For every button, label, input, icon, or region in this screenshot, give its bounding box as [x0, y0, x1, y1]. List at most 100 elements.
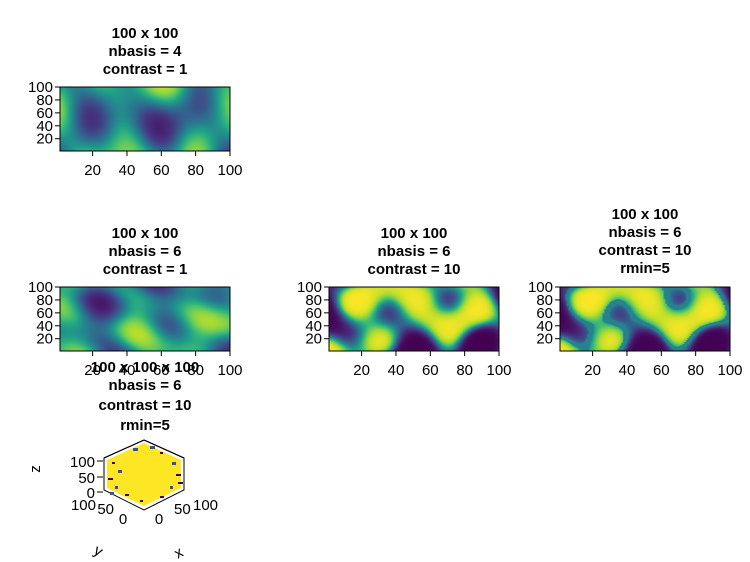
- panel-1-title-line-1: 100 x 100: [112, 25, 179, 42]
- y-tick-label: 60: [305, 305, 322, 322]
- panel-4-title-line-3: contrast = 10: [599, 242, 692, 259]
- panel-3-title-line-2: nbasis = 6: [378, 243, 451, 260]
- panel-1-heatmap: [60, 87, 230, 151]
- panel-5-title-line-1: 100 x 100 x 100: [91, 359, 199, 376]
- volume-speck: [125, 494, 129, 496]
- x-tick-label: 20: [84, 162, 101, 179]
- y-tick-label: 80: [36, 292, 53, 309]
- x-tick-label: 100: [717, 362, 742, 379]
- volume-surface: [107, 443, 181, 506]
- panel-4-frame: [559, 286, 731, 352]
- panel-2-title-line-3: contrast = 1: [103, 261, 188, 278]
- y-tick-label: 60: [536, 305, 553, 322]
- panel-4: 100 x 100 nbasis = 6 contrast = 10 rmin=…: [528, 206, 743, 379]
- volume-speck: [112, 462, 115, 464]
- y-tick-label: 100: [28, 279, 53, 296]
- volume-speck: [160, 452, 163, 454]
- panel-2-heatmap: [60, 287, 230, 351]
- panel-3: 100 x 100 nbasis = 6 contrast = 10 20 40 6…: [297, 225, 512, 379]
- volume-edge: [103, 439, 145, 459]
- y-tick-label: 100: [297, 279, 322, 296]
- x-tick-label: 100: [217, 362, 242, 379]
- x-tick-label: 20: [584, 362, 601, 379]
- x-tick-label: 0: [155, 511, 163, 528]
- volume-box: [103, 439, 185, 511]
- volume-speck: [172, 462, 176, 465]
- y-tick-label: 20: [536, 331, 553, 348]
- volume-specks: [108, 446, 183, 502]
- y-tick-label: 20: [36, 131, 53, 148]
- volume-speck: [110, 492, 114, 495]
- x-tick-label: 50: [174, 501, 191, 518]
- volume-speck: [115, 486, 118, 489]
- panel-4-title-line-2: nbasis = 6: [609, 224, 682, 241]
- panel-3-heatmap: [329, 287, 499, 351]
- panel-1-title-line-2: nbasis = 4: [109, 43, 183, 60]
- y-tick-label: 60: [36, 305, 53, 322]
- panel-2-title-line-2: nbasis = 6: [109, 243, 182, 260]
- panel-4-title-line-1: 100 x 100: [612, 206, 679, 223]
- panel-4-title-line-4: rmin=5: [620, 260, 670, 277]
- panel-2: 100 x 100 nbasis = 6 contrast = 1 20 40 60…: [28, 225, 243, 379]
- panel-1-title-line-3: contrast = 1: [103, 61, 188, 78]
- y-tick-label: 100: [28, 79, 53, 96]
- x-tick-label: 100: [486, 362, 511, 379]
- panel-2-title-line-1: 100 x 100: [112, 225, 179, 242]
- panel-5: 100 x 100 x 100 nbasis = 6 contrast = 10…: [27, 359, 218, 562]
- y-tick-label: 100: [528, 279, 553, 296]
- y-tick-label: 80: [536, 292, 553, 309]
- x-tick-label: 80: [456, 362, 473, 379]
- volume-speck: [160, 496, 164, 498]
- x-tick-label: 80: [187, 362, 204, 379]
- volume-edge: [143, 439, 185, 459]
- z-tick-label: 100: [70, 454, 95, 471]
- volume-speck: [108, 478, 113, 480]
- z-tick-label: 0: [87, 485, 95, 502]
- x-tick-label: 20: [84, 362, 101, 379]
- x-tick-label: 60: [422, 362, 439, 379]
- y-tick-label: 100: [71, 497, 96, 514]
- panel-5-title-line-2: nbasis = 6: [109, 377, 182, 394]
- panel-1-frame: [59, 86, 231, 152]
- x-tick-label: 40: [119, 362, 136, 379]
- x-axis-label: x: [171, 544, 186, 562]
- volume-speck: [140, 500, 143, 502]
- x-tick-label: 80: [687, 362, 704, 379]
- panel-5-title-line-4: rmin=5: [120, 417, 170, 434]
- z-axis-label: z: [27, 465, 44, 473]
- volume-speck: [118, 470, 122, 473]
- y-axis-label: y: [91, 542, 106, 561]
- x-tick-label: 60: [153, 162, 170, 179]
- y-tick-label: 80: [305, 292, 322, 309]
- y-tick-label: 80: [36, 92, 53, 109]
- x-tick-label: 60: [653, 362, 670, 379]
- y-tick-label: 40: [305, 318, 322, 335]
- panel-4-heatmap: [560, 287, 730, 351]
- volume-speck: [176, 474, 181, 476]
- x-tick-label: 60: [153, 362, 170, 379]
- x-tick-label: 40: [619, 362, 636, 379]
- z-tick-label: 50: [78, 470, 95, 487]
- y-tick-label: 40: [36, 318, 53, 335]
- panel-5-title-line-3: contrast = 10: [99, 397, 192, 414]
- x-tick-label: 20: [353, 362, 370, 379]
- panel-3-title-line-3: contrast = 10: [368, 261, 461, 278]
- y-tick-label: 20: [36, 331, 53, 348]
- x-tick-label: 80: [187, 162, 204, 179]
- volume-speck: [178, 482, 183, 484]
- y-tick-label: 40: [536, 318, 553, 335]
- x-tick-label: 100: [217, 162, 242, 179]
- y-tick-label: 50: [97, 501, 114, 518]
- panel-1: 100 x 100 nbasis = 4 contrast = 1 20 40 60…: [28, 25, 243, 179]
- volume-speck: [133, 448, 138, 451]
- x-tick-label: 40: [388, 362, 405, 379]
- panel-2-frame: [59, 286, 231, 352]
- x-tick-label: 100: [193, 497, 218, 514]
- y-tick-label: 60: [36, 105, 53, 122]
- volume-speck: [150, 446, 155, 449]
